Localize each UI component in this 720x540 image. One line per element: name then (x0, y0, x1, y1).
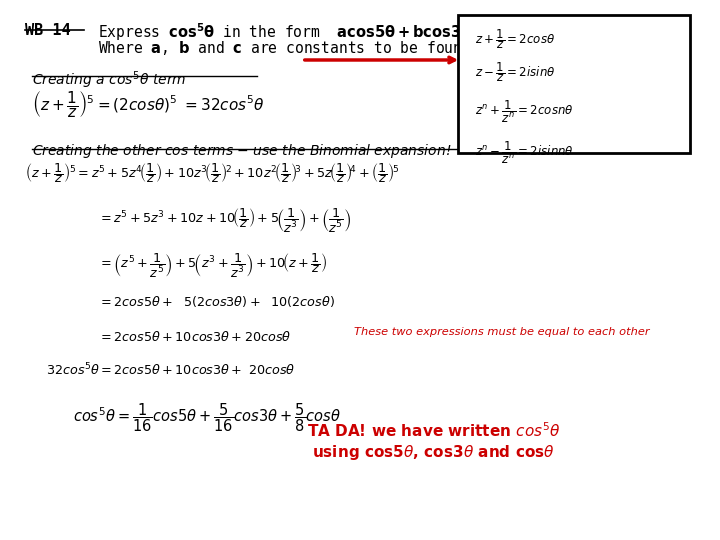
Text: $z^n - \dfrac{1}{z^n} = 2isinn\theta$: $z^n - \dfrac{1}{z^n} = 2isinn\theta$ (475, 140, 574, 166)
Text: $= z^5 + 5z^3 + 10z + 10\!\left(\dfrac{1}{z}\right) + 5\!\left(\dfrac{1}{z^3}\ri: $= z^5 + 5z^3 + 10z + 10\!\left(\dfrac{1… (98, 207, 351, 235)
Text: These two expressions must be equal to each other: These two expressions must be equal to e… (354, 327, 649, 337)
Text: $cos^5\theta = \dfrac{1}{16}cos5\theta + \dfrac{5}{16}cos3\theta + \dfrac{5}{8}c: $cos^5\theta = \dfrac{1}{16}cos5\theta +… (73, 402, 341, 434)
Text: $= \left(z^5 + \dfrac{1}{z^5}\right) + 5\!\left(z^3 + \dfrac{1}{z^3}\right) + 10: $= \left(z^5 + \dfrac{1}{z^5}\right) + 5… (98, 252, 327, 280)
Text: Where $\mathbf{a}$, $\mathbf{b}$ and $\mathbf{c}$ are constants to be found: Where $\mathbf{a}$, $\mathbf{b}$ and $\m… (98, 39, 471, 57)
Text: $= 2cos5\theta + \ \ 5(2cos3\theta) + \ \ 10(2cos\theta)$: $= 2cos5\theta + \ \ 5(2cos3\theta) + \ … (98, 294, 335, 309)
Text: TA DA! we have written $cos^5\theta$
using cos5$\theta$, cos3$\theta$ and cos$\t: TA DA! we have written $cos^5\theta$ usi… (307, 422, 560, 462)
Text: $= 2cos5\theta + 10cos3\theta + 20cos\theta$: $= 2cos5\theta + 10cos3\theta + 20cos\th… (98, 329, 291, 343)
Text: Creating the other cos terms $-$ use the Binomial expansion!: Creating the other cos terms $-$ use the… (32, 143, 451, 160)
Text: WB 14: WB 14 (25, 23, 71, 38)
Text: Creating a $cos^5\theta$ term: Creating a $cos^5\theta$ term (32, 69, 186, 91)
Text: $\left(z+\dfrac{1}{z}\right)^5 = z^5 + 5z^4\!\left(\dfrac{1}{z}\right) + 10z^3\!: $\left(z+\dfrac{1}{z}\right)^5 = z^5 + 5… (25, 161, 399, 185)
Text: $z^n + \dfrac{1}{z^n} = 2cosn\theta$: $z^n + \dfrac{1}{z^n} = 2cosn\theta$ (475, 99, 574, 125)
Text: Express $\mathbf{cos^5\theta}$ in the form  $\mathbf{acos5\theta + bcos3\theta +: Express $\mathbf{cos^5\theta}$ in the fo… (98, 21, 536, 43)
Text: $z - \dfrac{1}{z} = 2isin\theta$: $z - \dfrac{1}{z} = 2isin\theta$ (475, 60, 556, 84)
Text: $\left(z + \dfrac{1}{z}\right)^5 = (2cos\theta)^5 \ = 32cos^5\theta$: $\left(z + \dfrac{1}{z}\right)^5 = (2cos… (32, 89, 264, 119)
Text: $z + \dfrac{1}{z} = 2cos\theta$: $z + \dfrac{1}{z} = 2cos\theta$ (475, 27, 555, 51)
Text: $32cos^5\theta = 2cos5\theta + 10cos3\theta + \ 20cos\theta$: $32cos^5\theta = 2cos5\theta + 10cos3\th… (45, 361, 295, 378)
FancyBboxPatch shape (458, 15, 690, 153)
